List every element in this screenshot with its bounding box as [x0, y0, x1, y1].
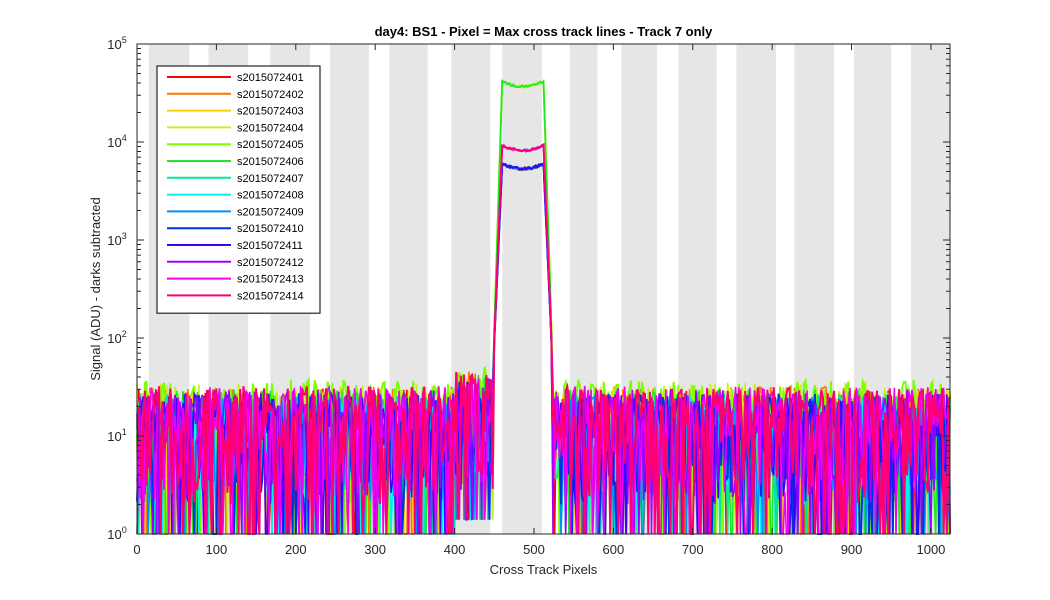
y-axis: 100 101 102 103 104 105: [107, 35, 950, 542]
x-tick-label: 400: [444, 542, 466, 557]
legend-entry: s2015072406: [237, 156, 304, 168]
legend-entry: s2015072401: [237, 72, 304, 84]
legend-entry: s2015072410: [237, 223, 304, 235]
plot-frame: [136, 43, 951, 535]
y-axis-label: Signal (ADU) - darks subtracted: [88, 197, 103, 381]
x-tick-label: 700: [682, 542, 704, 557]
legend-entry: s2015072407: [237, 173, 304, 185]
chart-title: day4: BS1 - Pixel = Max cross track line…: [375, 24, 714, 39]
x-tick-label: 500: [523, 542, 545, 557]
legend-entry: s2015072405: [237, 139, 304, 151]
legend-entry: s2015072408: [237, 190, 304, 202]
x-tick-label: 900: [841, 542, 863, 557]
legend-entry: s2015072404: [237, 122, 304, 134]
x-tick-label: 1000: [916, 542, 945, 557]
legend-entry: s2015072403: [237, 106, 304, 118]
legend-entry: s2015072413: [237, 274, 304, 286]
legend-entry: s2015072412: [237, 257, 304, 269]
legend: s2015072401 s2015072402 s2015072403 s201507…: [156, 65, 321, 314]
legend-entry: s2015072414: [237, 290, 304, 302]
legend-box: [156, 65, 321, 314]
x-tick-label: 200: [285, 542, 307, 557]
series-line: [136, 142, 951, 535]
x-axis-label: Cross Track Pixels: [490, 562, 598, 577]
x-tick-label: 300: [364, 542, 386, 557]
y-tick-label: 100: [107, 525, 126, 542]
y-tick-label: 105: [107, 35, 126, 52]
series-lines: [136, 78, 951, 535]
y-tick-label: 103: [107, 231, 126, 248]
legend-entry: s2015072402: [237, 89, 304, 101]
y-tick-label: 101: [107, 427, 126, 444]
x-tick-label: 0: [133, 542, 140, 557]
x-tick-label: 600: [603, 542, 625, 557]
y-tick-label: 102: [107, 329, 126, 346]
legend-entry: s2015072411: [237, 240, 303, 252]
x-tick-label: 100: [206, 542, 228, 557]
y-tick-label: 104: [107, 133, 126, 150]
x-tick-label: 800: [761, 542, 783, 557]
background-band: [502, 44, 542, 534]
x-axis: 0 100 200 300 400 500 600 700 800 900 1000: [133, 44, 945, 557]
legend-entry: s2015072409: [237, 206, 304, 218]
